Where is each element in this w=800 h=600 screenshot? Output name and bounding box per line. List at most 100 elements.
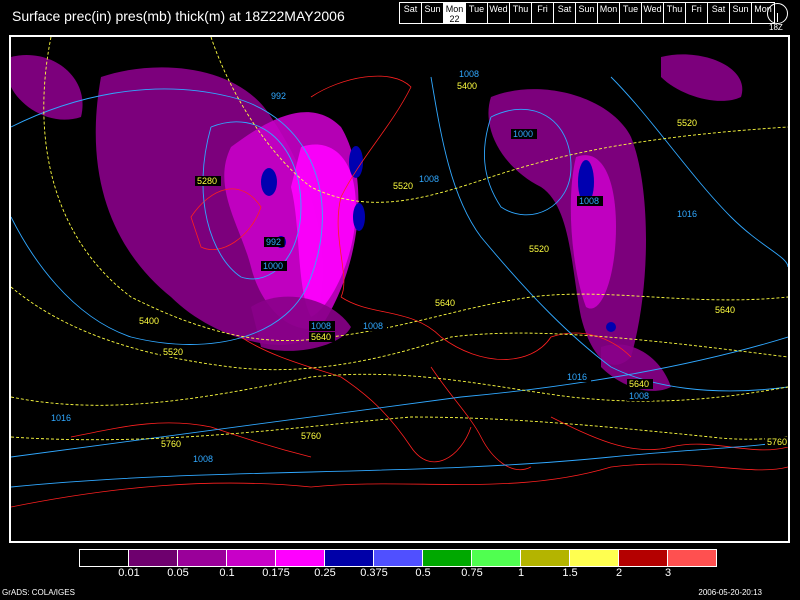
precip-area (661, 54, 743, 101)
precip-max-area (353, 203, 365, 231)
day-label: Sun (732, 4, 749, 14)
forecast-day-strip: Sat Sun Mon 22 Tue Wed Thu Fri Sat Sun Mon Tue Wed Th… (399, 2, 775, 24)
contour-label: 5400 (139, 316, 159, 326)
contour-label: 1000 (513, 129, 533, 139)
contour-label: 5640 (629, 379, 649, 389)
day-cell: Mon 22 (444, 3, 466, 24)
isobar (483, 108, 572, 216)
legend-swatch (472, 550, 521, 566)
day-label: Wed (489, 4, 508, 14)
contour-label: 5280 (197, 176, 217, 186)
contour-label: 5520 (677, 118, 697, 128)
legend-label: 2 (615, 567, 623, 579)
contour-label: 5640 (435, 298, 455, 308)
day-cell: Mon (752, 3, 774, 23)
isobar (430, 76, 788, 392)
contour-label: 5760 (301, 431, 321, 441)
coastline (240, 336, 472, 463)
day-cell: Thu (510, 3, 532, 23)
day-cell: Sat (708, 3, 730, 23)
thickness-line (11, 286, 788, 371)
legend-label: 0.01 (118, 567, 140, 579)
contour-label: 5760 (767, 437, 787, 447)
footer-credit: GrADS: COLA/IGES (2, 588, 75, 597)
contour-label: 1000 (263, 261, 283, 271)
day-label: Fri (691, 4, 702, 14)
legend-label: 0.5 (415, 567, 431, 579)
precip-max-area (578, 160, 594, 204)
legend-label: 0.05 (167, 567, 189, 579)
legend-label: 0.375 (360, 567, 388, 579)
thickness-line (11, 373, 788, 406)
legend-swatch (423, 550, 472, 566)
day-label: Sat (403, 4, 418, 14)
legend-swatch (227, 550, 276, 566)
day-label: Wed (643, 4, 662, 14)
contour-label: 1008 (629, 391, 649, 401)
thickness-line (210, 37, 788, 203)
day-label: Mon (445, 4, 464, 14)
day-cell: Wed (642, 3, 664, 23)
legend-swatch (570, 550, 619, 566)
day-label: Fri (537, 4, 548, 14)
legend-swatch (178, 550, 227, 566)
day-label: Sun (578, 4, 595, 14)
contour-label: 992 (266, 237, 281, 247)
coastline (310, 75, 412, 298)
coastline (430, 366, 532, 470)
day-label: Tue (622, 4, 639, 14)
legend-label: 1 (517, 567, 525, 579)
day-cell: Wed (488, 3, 510, 23)
precip-area (251, 296, 351, 351)
legend-swatch (80, 550, 129, 566)
legend-swatch (276, 550, 325, 566)
precip-area (11, 55, 83, 120)
contour-labels: 992 1008 1000 1008 1008 1016 992 1000 1008 1016 10… (49, 69, 788, 464)
day-label: Sun (424, 4, 441, 14)
day-label: Mon (754, 4, 772, 14)
coastline (550, 416, 788, 451)
day-cell: Sat (554, 3, 576, 23)
legend-swatch (374, 550, 423, 566)
coastline (11, 463, 788, 508)
legend-swatch (521, 550, 570, 566)
clock-label: 18Z (769, 23, 783, 32)
contour-label: 1016 (677, 209, 697, 219)
legend-label: 3 (664, 567, 672, 579)
legend-label: 0.1 (219, 567, 235, 579)
contour-label: 5520 (163, 347, 183, 357)
isobar (11, 436, 788, 488)
precip-area (488, 89, 646, 365)
current-date: 22 (449, 14, 460, 24)
contour-label: 1008 (363, 321, 383, 331)
day-cell: Mon (598, 3, 620, 23)
legend-swatch (619, 550, 668, 566)
precip-max-area (261, 168, 277, 196)
legend-label: 0.175 (262, 567, 290, 579)
contour-label: 1008 (419, 174, 439, 184)
legend-swatch (129, 550, 178, 566)
precip-max-area (606, 322, 616, 332)
contour-label: 992 (271, 91, 286, 101)
day-label: Thu (666, 4, 683, 14)
coastline (70, 422, 312, 458)
contour-label: 1008 (459, 69, 479, 79)
contour-label: 1016 (567, 372, 587, 382)
contour-label: 5640 (311, 332, 331, 342)
day-label: Sat (557, 4, 572, 14)
map-title: Surface prec(in) pres(mb) thick(m) at 18… (12, 8, 345, 24)
contour-label: 1016 (51, 413, 71, 423)
day-label: Mon (599, 4, 618, 14)
isobar (11, 88, 323, 345)
thickness-line (11, 416, 788, 441)
day-cell: Tue (620, 3, 642, 23)
contour-label: 5640 (715, 305, 735, 315)
coastline (340, 296, 632, 360)
precip-area (291, 144, 356, 317)
day-cell: Sat (400, 3, 422, 23)
precip-area (601, 344, 671, 391)
coastline (190, 188, 262, 250)
day-cell: Sun (730, 3, 752, 23)
day-label: Sat (711, 4, 726, 14)
contour-label: 5760 (161, 439, 181, 449)
